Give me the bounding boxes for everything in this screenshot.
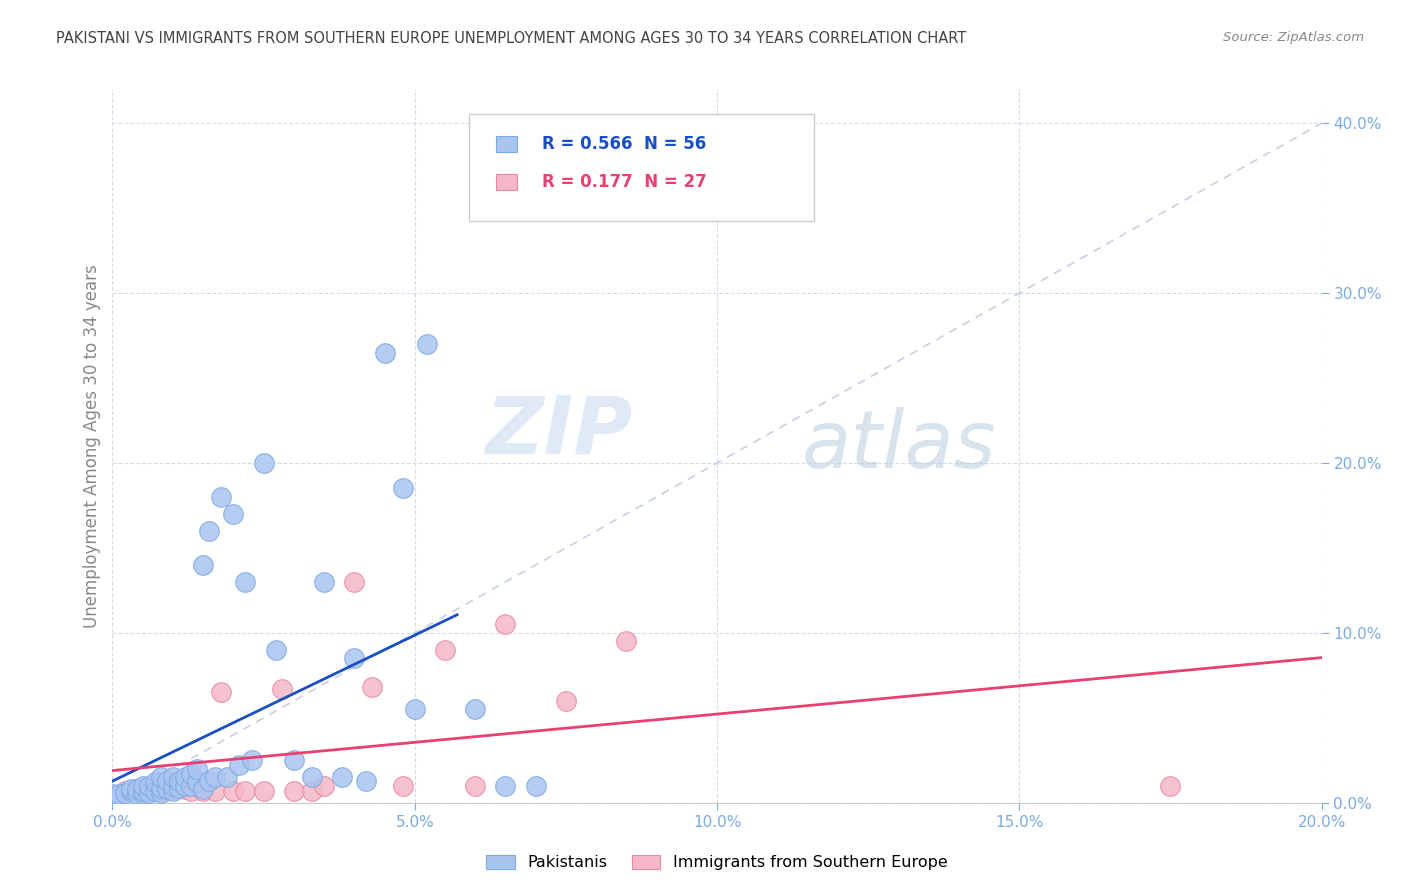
Point [125,787,148,801]
Point [554,694,576,708]
Point [132,787,155,801]
Point [228,758,250,772]
Text: Source: ZipAtlas.com: Source: ZipAtlas.com [1223,31,1364,45]
Point [186,762,208,776]
Point [156,773,179,788]
Point [240,753,263,767]
Point [374,345,396,359]
Point [180,779,202,793]
Point [198,773,221,788]
FancyBboxPatch shape [470,114,814,221]
Point [283,784,305,798]
Point [235,574,257,589]
Point [356,773,378,788]
Point [125,782,148,797]
Text: atlas: atlas [801,407,997,485]
Point [253,784,276,798]
Point [209,490,232,504]
Point [174,782,197,797]
FancyBboxPatch shape [496,136,517,152]
Point [186,775,208,789]
Point [132,784,155,798]
Point [301,770,323,784]
Point [143,775,166,789]
Point [343,574,366,589]
Point [270,681,292,696]
Point [174,770,197,784]
Point [204,770,226,784]
Point [162,782,184,797]
Point [209,685,232,699]
Point [138,784,160,798]
Point [167,773,190,788]
Point [149,780,172,795]
Point [156,782,179,797]
Point [120,782,142,797]
Text: R = 0.177  N = 27: R = 0.177 N = 27 [541,173,706,191]
Point [222,507,245,521]
Point [283,753,305,767]
Point [138,786,160,800]
Point [114,786,136,800]
FancyBboxPatch shape [496,174,517,190]
Point [391,482,413,496]
Point [125,782,148,797]
Point [191,784,214,798]
Point [114,784,136,798]
Point [132,779,155,793]
Point [162,770,184,784]
Point [253,456,276,470]
Point [464,779,486,793]
Text: ZIP: ZIP [485,392,633,471]
Point [107,787,129,801]
Point [149,784,172,798]
Text: PAKISTANI VS IMMIGRANTS FROM SOUTHERN EUROPE UNEMPLOYMENT AMONG AGES 30 TO 34 YE: PAKISTANI VS IMMIGRANTS FROM SOUTHERN EU… [56,31,966,46]
Point [433,643,456,657]
Point [149,786,172,800]
Text: R = 0.566  N = 56: R = 0.566 N = 56 [541,136,706,153]
Point [132,784,155,798]
Point [235,784,257,798]
Point [264,643,287,657]
Point [616,634,638,648]
Point [204,784,226,798]
Point [464,702,486,716]
Point [495,779,517,793]
Point [495,617,517,632]
Point [404,702,426,716]
Y-axis label: Unemployment Among Ages 30 to 34 years: Unemployment Among Ages 30 to 34 years [83,264,101,628]
Point [314,574,336,589]
Point [361,680,384,694]
Point [191,782,214,797]
Point [143,784,166,798]
Point [138,779,160,793]
Point [222,784,245,798]
Point [1159,779,1181,793]
Point [167,780,190,795]
Point [191,558,214,572]
Point [149,770,172,784]
Point [391,779,413,793]
Point [343,651,366,665]
Point [174,779,197,793]
Point [162,779,184,793]
Point [180,784,202,798]
Point [416,337,439,351]
Point [180,767,202,781]
Point [101,787,124,801]
Point [198,524,221,538]
Point [301,784,323,798]
Point [314,779,336,793]
Point [524,779,547,793]
Point [217,770,239,784]
Point [162,784,184,798]
Legend: Pakistanis, Immigrants from Southern Europe: Pakistanis, Immigrants from Southern Eur… [479,848,955,877]
Point [120,784,142,798]
Point [330,770,353,784]
